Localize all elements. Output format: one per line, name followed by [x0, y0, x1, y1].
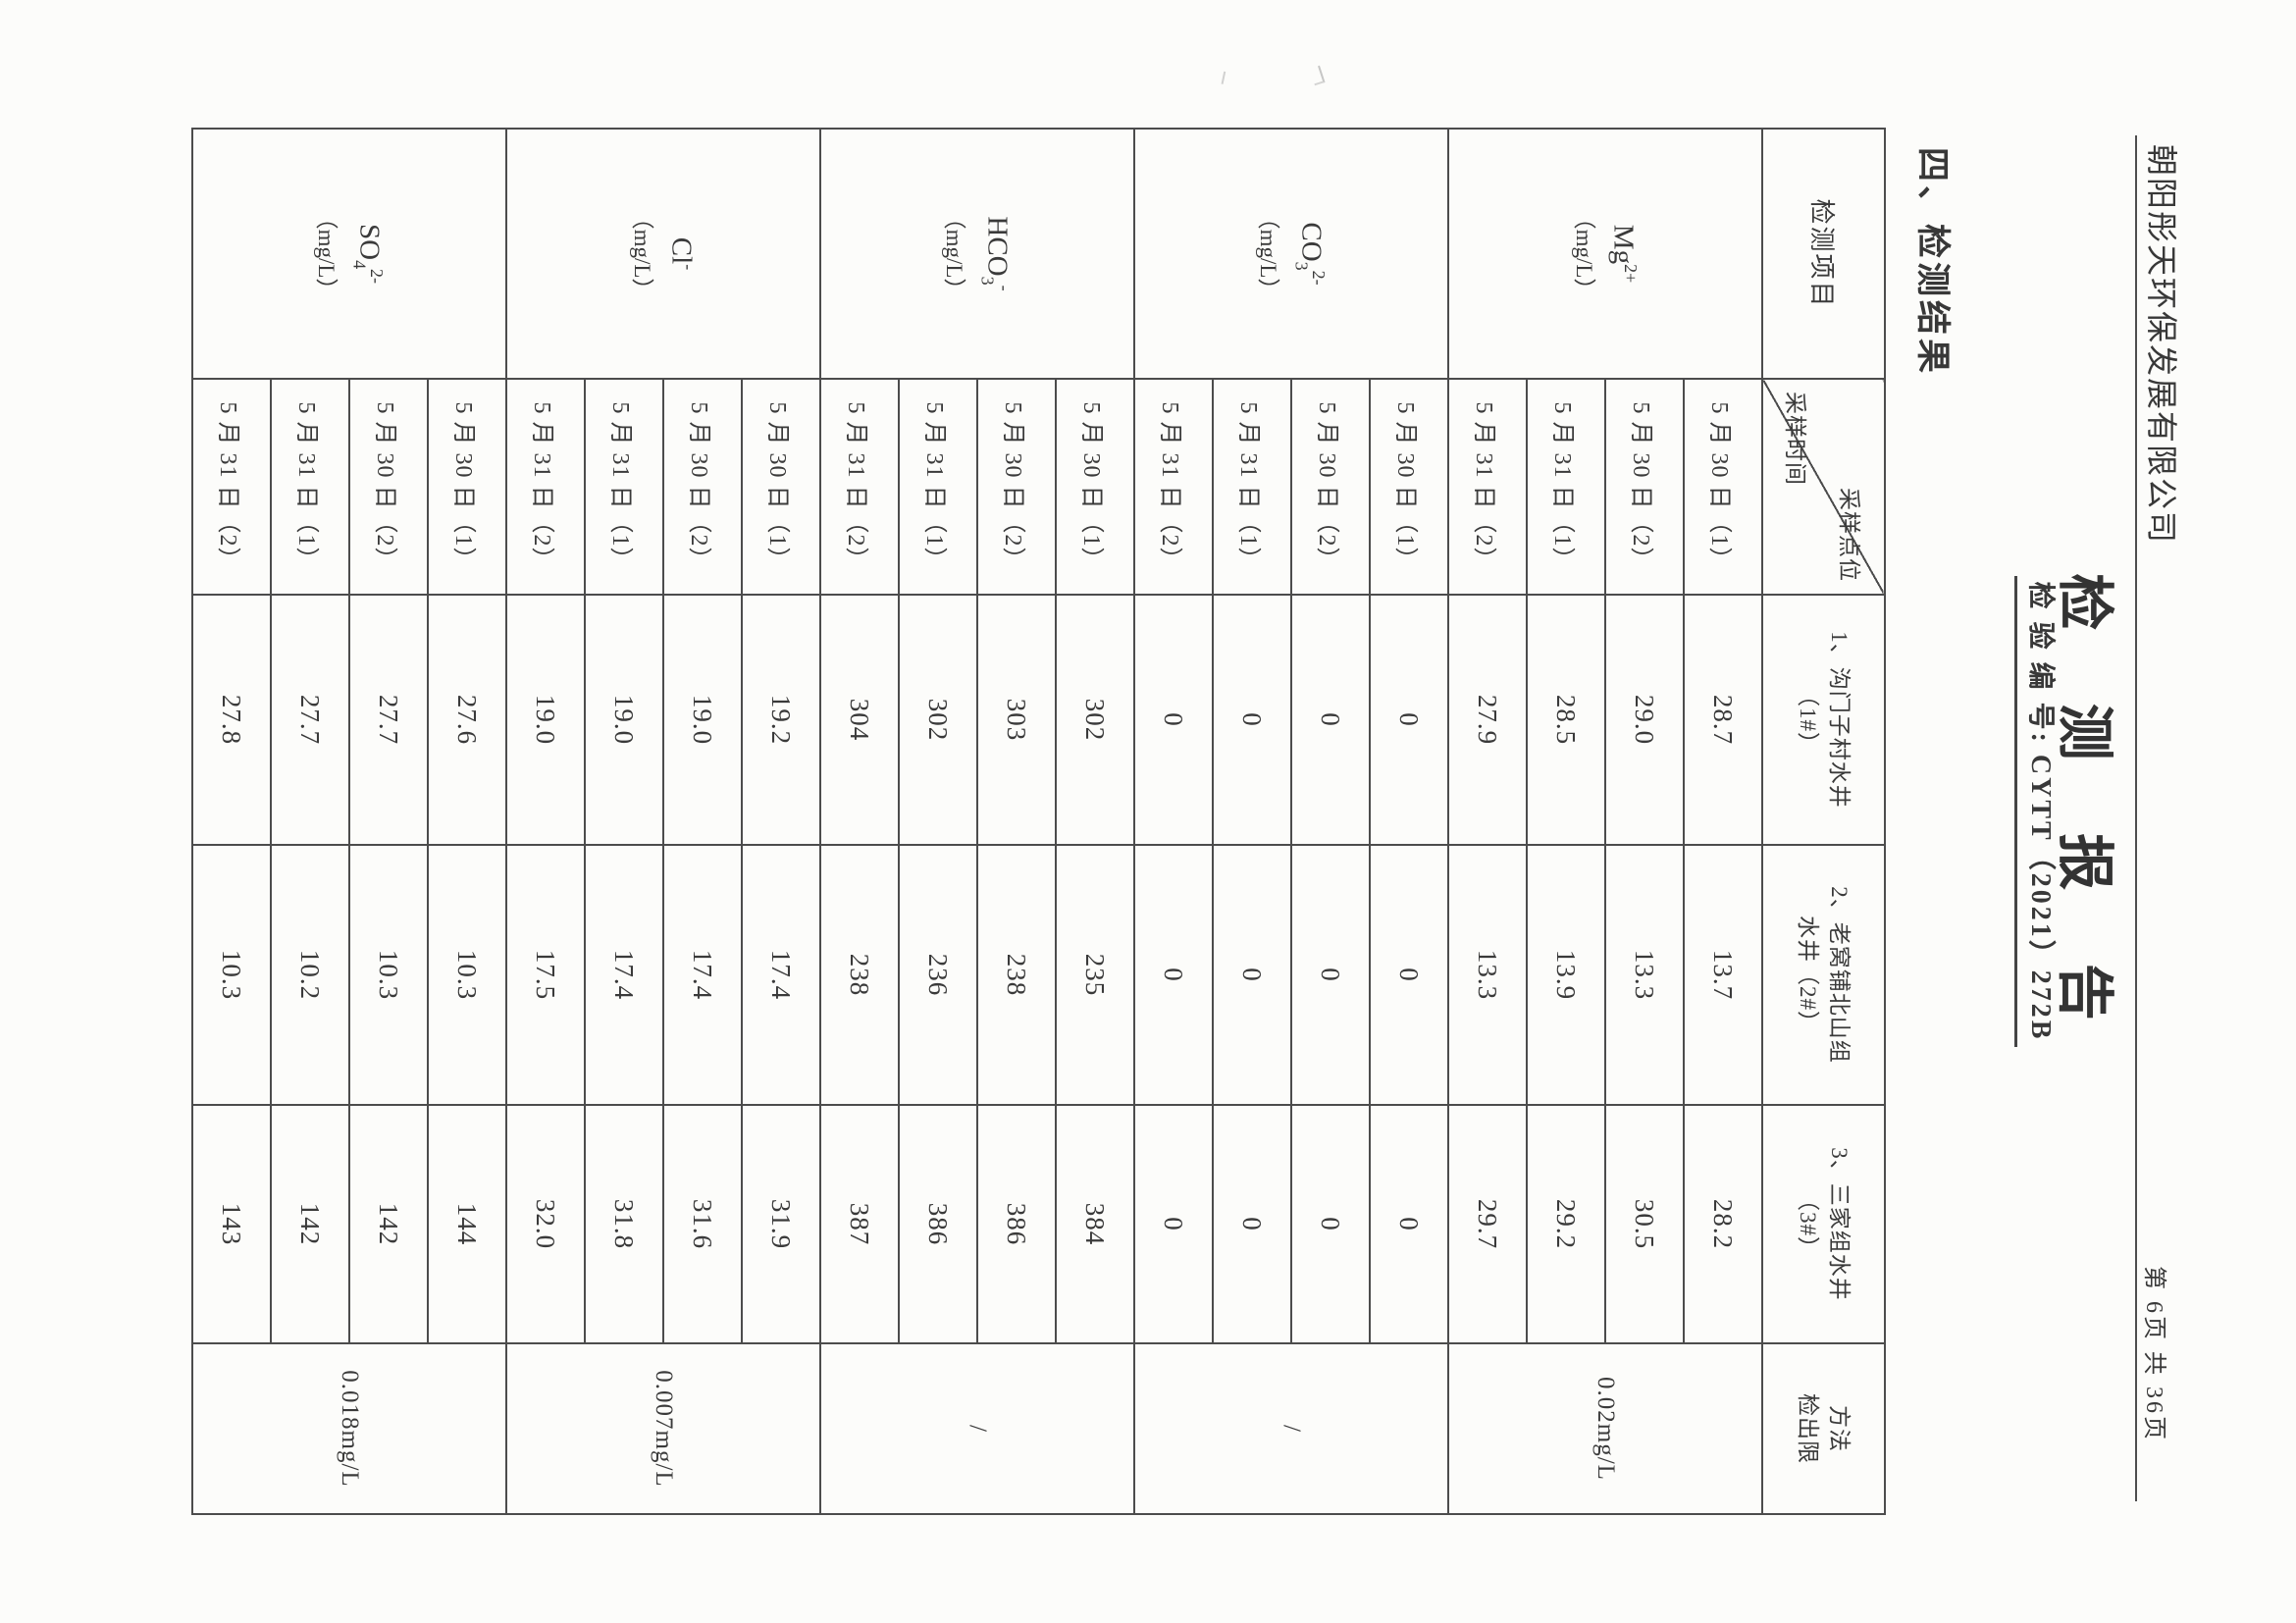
- results-table: 检测项目 采样点位 采样时间 1、沟门子村水井 （1#） 2、老窝铺北山组 水井…: [191, 128, 1886, 1515]
- company-letterhead: 朝阳彤天环保发展有限公司: [2144, 144, 2179, 546]
- analyte-co3: CO32- （mg/L）: [1134, 129, 1448, 379]
- pen-mark: [1213, 70, 1226, 84]
- table-row: Cl- （mg/L） 5 月 30 日（1） 19.2 17.4 31.9 0.…: [506, 129, 820, 1514]
- analyte-hco3: HCO3- （mg/L）: [820, 129, 1134, 379]
- pen-mark: [1309, 65, 1326, 86]
- header-site-2: 2、老窝铺北山组 水井（2#）: [1762, 845, 1885, 1105]
- corner-label-sampling-point: 采样点位: [1837, 488, 1861, 582]
- limit-mg: 0.02mg/L: [1448, 1343, 1762, 1514]
- header-detection-limit: 方法 检出限: [1762, 1343, 1885, 1514]
- limit-so4: 0.018mg/L: [192, 1343, 506, 1514]
- report-number-row: 检 验 编 号: CYTT（2021）272B: [2014, 0, 2062, 1623]
- table-row: CO32- （mg/L） 5 月 30 日（1） 0 0 0 /: [1134, 129, 1448, 1514]
- limit-cl: 0.007mg/L: [506, 1343, 820, 1514]
- analyte-so4: SO42- （mg/L）: [192, 129, 506, 379]
- limit-hco3: /: [820, 1343, 1134, 1514]
- letterhead-rule: [2135, 135, 2137, 1501]
- corner-label-sampling-time: 采样时间: [1783, 392, 1807, 486]
- page-number: 第 6页 共 36页: [2141, 1266, 2166, 1442]
- analyte-mg: Mg2+ （mg/L）: [1448, 129, 1762, 379]
- header-site-3: 3、三家组水井 （3#）: [1762, 1105, 1885, 1343]
- table-row: HCO3- （mg/L） 5 月 30 日（1） 302 235 384 /: [820, 129, 1134, 1514]
- section-heading: 四、检测结果: [1913, 147, 1952, 378]
- header-corner-cell: 采样点位 采样时间: [1762, 379, 1885, 595]
- table-header-row: 检测项目 采样点位 采样时间 1、沟门子村水井 （1#） 2、老窝铺北山组 水井…: [1762, 129, 1885, 1514]
- analyte-cl: Cl- （mg/L）: [506, 129, 820, 379]
- table-row: SO42- （mg/L） 5 月 30 日（1） 27.6 10.3 144 0…: [192, 129, 506, 1514]
- table-row: Mg2+ （mg/L） 5 月 30 日（1） 28.7 13.7 28.2 0…: [1448, 129, 1762, 1514]
- header-site-1: 1、沟门子村水井 （1#）: [1762, 595, 1885, 845]
- report-number: 检 验 编 号: CYTT（2021）272B: [2014, 575, 2062, 1048]
- limit-co3: /: [1134, 1343, 1448, 1514]
- header-test-item: 检测项目: [1762, 129, 1885, 379]
